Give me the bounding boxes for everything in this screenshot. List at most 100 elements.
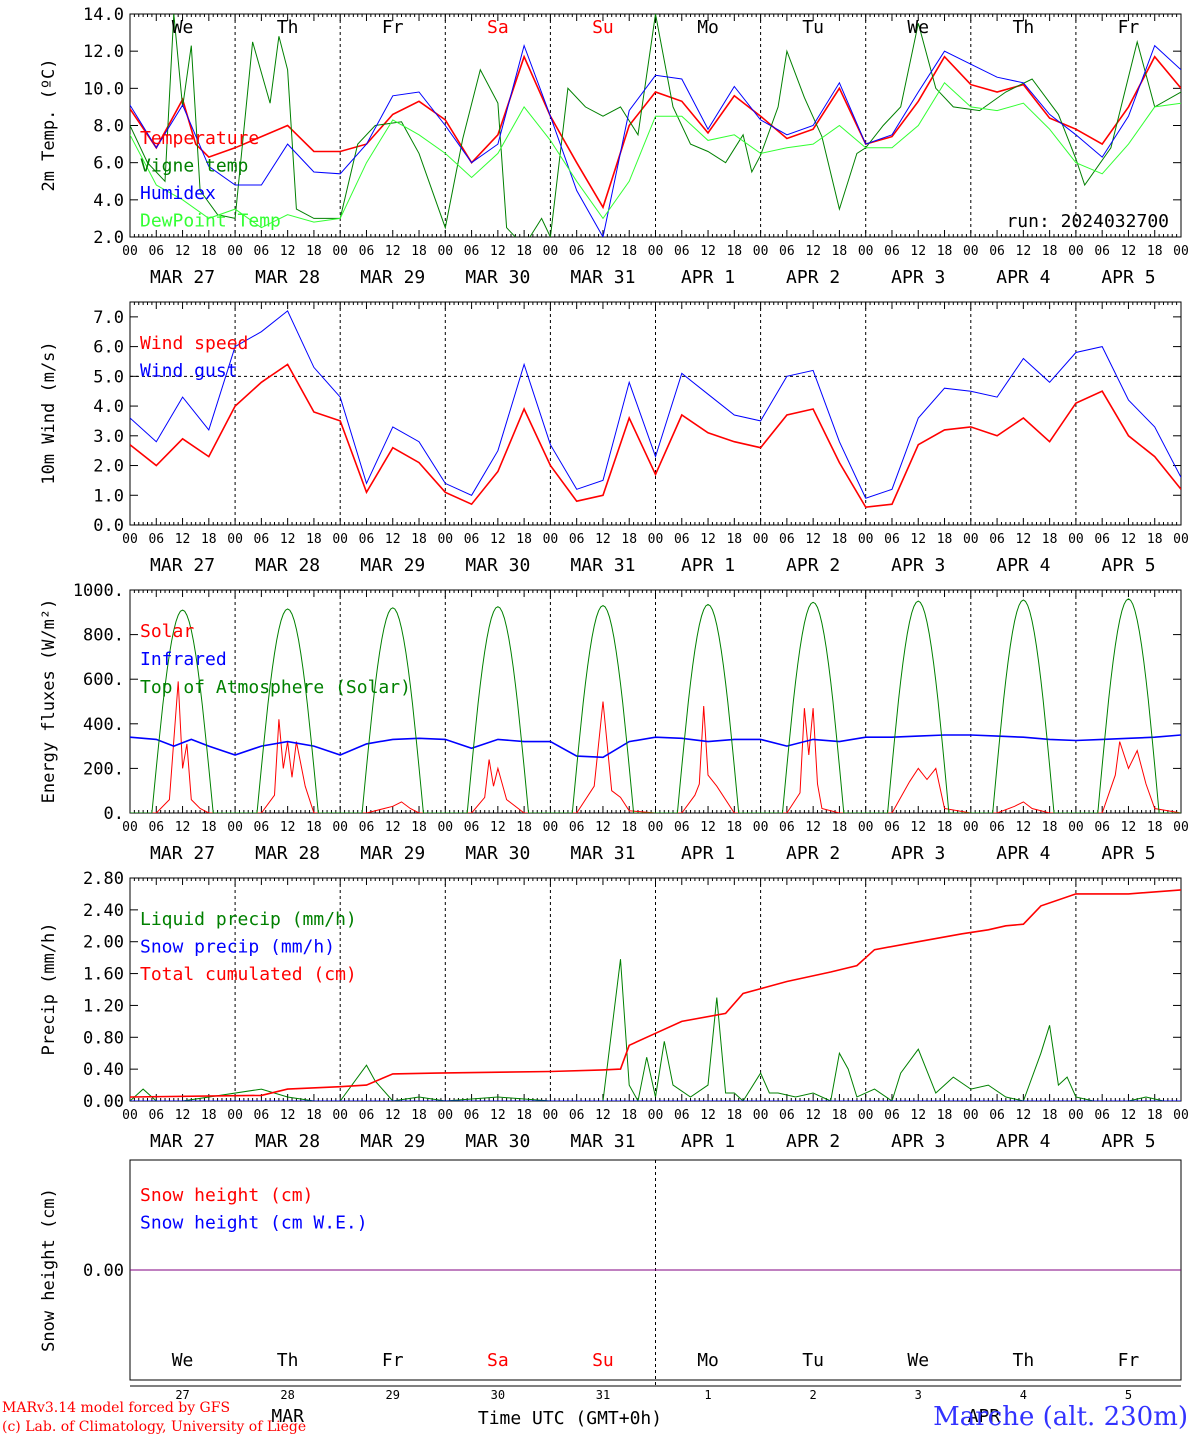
bottom-weekday-label: We [907, 1350, 929, 1371]
precip-series-0 [130, 959, 1181, 1101]
precip-hour-label: 00 [963, 1108, 979, 1123]
precip-hour-label: 18 [621, 1108, 637, 1123]
temperature-hour-label: 00 [1068, 244, 1084, 259]
temperature-date-label: APR 5 [1101, 267, 1155, 288]
precip-ytick-label: 0.80 [83, 1028, 124, 1048]
temperature-hour-label: 12 [805, 244, 821, 259]
precip-date-label: APR 4 [996, 1131, 1050, 1152]
top-weekday-label: Tu [802, 17, 824, 38]
model-credit-line: MARv3.14 model forced by GFS [2, 1400, 231, 1416]
temperature-hour-label: 00 [227, 244, 243, 259]
energy-legend-0: Solar [140, 621, 194, 642]
bottom-axis-label: Time UTC (GMT+0h) [478, 1408, 662, 1429]
precip-legend-1: Snow precip (mm/h) [140, 937, 335, 958]
precip-hour-label: 18 [937, 1108, 953, 1123]
temperature-hour-label: 06 [254, 244, 270, 259]
precip-hour-label: 00 [648, 1108, 664, 1123]
temperature-hour-label: 12 [595, 244, 611, 259]
wind-hour-label: 00 [1173, 532, 1189, 547]
wind-ytick-label: 5.0 [93, 367, 124, 387]
energy-ytick-label: 400. [83, 715, 124, 735]
temperature-ytick-label: 6.0 [93, 154, 124, 174]
wind-date-label: APR 2 [786, 555, 840, 576]
precip-ytick-label: 2.40 [83, 901, 124, 921]
precip-hour-label: 00 [1173, 1108, 1189, 1123]
wind-ytick-label: 4.0 [93, 397, 124, 417]
temperature-hour-label: 00 [437, 244, 453, 259]
temperature-hour-label: 00 [543, 244, 559, 259]
wind-ytick-label: 2.0 [93, 457, 124, 477]
energy-panel: 0. 200. 400. 600. 800. 1000. Energy fluxes (W/… [39, 581, 1189, 864]
energy-date-label: APR 5 [1101, 843, 1155, 864]
bottom-weekday-label: Sa [487, 1350, 509, 1371]
bottom-month-label: APR [968, 1406, 1001, 1427]
energy-hour-label: 00 [227, 820, 243, 835]
temperature-hour-label: 18 [516, 244, 532, 259]
wind-date-label: APR 5 [1101, 555, 1155, 576]
wind-ytick-label: 3.0 [93, 427, 124, 447]
energy-hour-label: 18 [1042, 820, 1058, 835]
temperature-hour-label: 00 [1173, 244, 1189, 259]
temperature-hour-label: 18 [621, 244, 637, 259]
temperature-hour-label: 12 [175, 244, 191, 259]
wind-series-group [130, 310, 1181, 509]
temperature-hour-label: 06 [148, 244, 164, 259]
wind-hour-label: 06 [569, 532, 585, 547]
temperature-hour-label: 18 [1042, 244, 1058, 259]
precip-hour-label: 00 [753, 1108, 769, 1123]
wind-hour-label: 00 [858, 532, 874, 547]
wind-hour-label: 18 [411, 532, 427, 547]
energy-date-label: APR 1 [681, 843, 735, 864]
energy-ytick-label: 600. [83, 670, 124, 690]
bottom-weekday-label: We [172, 1350, 194, 1371]
temperature-hour-label: 12 [700, 244, 716, 259]
temperature-hour-label: 06 [884, 244, 900, 259]
temperature-ytick-label: 2.0 [93, 228, 124, 248]
bottom-weekday-label: Th [1013, 1350, 1035, 1371]
bottom-day-number: 29 [386, 1388, 400, 1402]
energy-hour-label: 12 [595, 820, 611, 835]
energy-series-1 [130, 734, 1181, 759]
precip-date-label: APR 5 [1101, 1131, 1155, 1152]
precip-hour-label: 00 [858, 1108, 874, 1123]
precip-panel: 0.00 0.40 0.80 1.20 1.60 2.00 2.40 2.80 Precip (… [39, 869, 1189, 1152]
snow-legend-0: Snow height (cm) [140, 1185, 313, 1206]
precip-series-2 [130, 889, 1181, 1098]
wind-date-label: MAR 28 [255, 555, 320, 576]
temperature-series-0 [130, 54, 1181, 210]
temperature-date-label: MAR 27 [150, 267, 215, 288]
wind-hour-label: 12 [1121, 532, 1137, 547]
energy-hour-label: 00 [648, 820, 664, 835]
precip-hour-label: 18 [516, 1108, 532, 1123]
precip-date-label: MAR 28 [255, 1131, 320, 1152]
energy-hour-label: 06 [359, 820, 375, 835]
temperature-hour-label: 06 [569, 244, 585, 259]
temperature-hour-label: 00 [753, 244, 769, 259]
wind-hour-label: 12 [175, 532, 191, 547]
precip-date-label: APR 2 [786, 1131, 840, 1152]
bottom-day-number: 28 [280, 1388, 294, 1402]
energy-hour-label: 12 [700, 820, 716, 835]
snow-panel: 0.00 Snow height (cm) Snow height (cm) Snow… [39, 1159, 1182, 1386]
wind-ytick-label: 0.0 [93, 516, 124, 536]
energy-hour-label: 18 [1147, 820, 1163, 835]
precip-legend-2: Total cumulated (cm) [140, 964, 357, 985]
precip-hour-label: 00 [1068, 1108, 1084, 1123]
precip-hour-label: 18 [306, 1108, 322, 1123]
temperature-legend-0: Temperature [140, 128, 259, 149]
bottom-weekday-label: Tu [802, 1350, 824, 1371]
temperature-hour-label: 18 [1147, 244, 1163, 259]
energy-series-2 [130, 598, 1181, 813]
station-label: Marche (alt. 230m) [933, 1402, 1188, 1432]
energy-hour-label: 00 [963, 820, 979, 835]
wind-hour-label: 18 [832, 532, 848, 547]
bottom-day-number: 5 [1125, 1388, 1132, 1402]
wind-hour-label: 18 [1042, 532, 1058, 547]
energy-ytick-label: 200. [83, 759, 124, 779]
top-weekday-label: Su [592, 17, 614, 38]
temperature-date-label: MAR 29 [360, 267, 425, 288]
precip-hour-label: 06 [569, 1108, 585, 1123]
energy-hour-label: 00 [753, 820, 769, 835]
precip-hour-label: 06 [989, 1108, 1005, 1123]
